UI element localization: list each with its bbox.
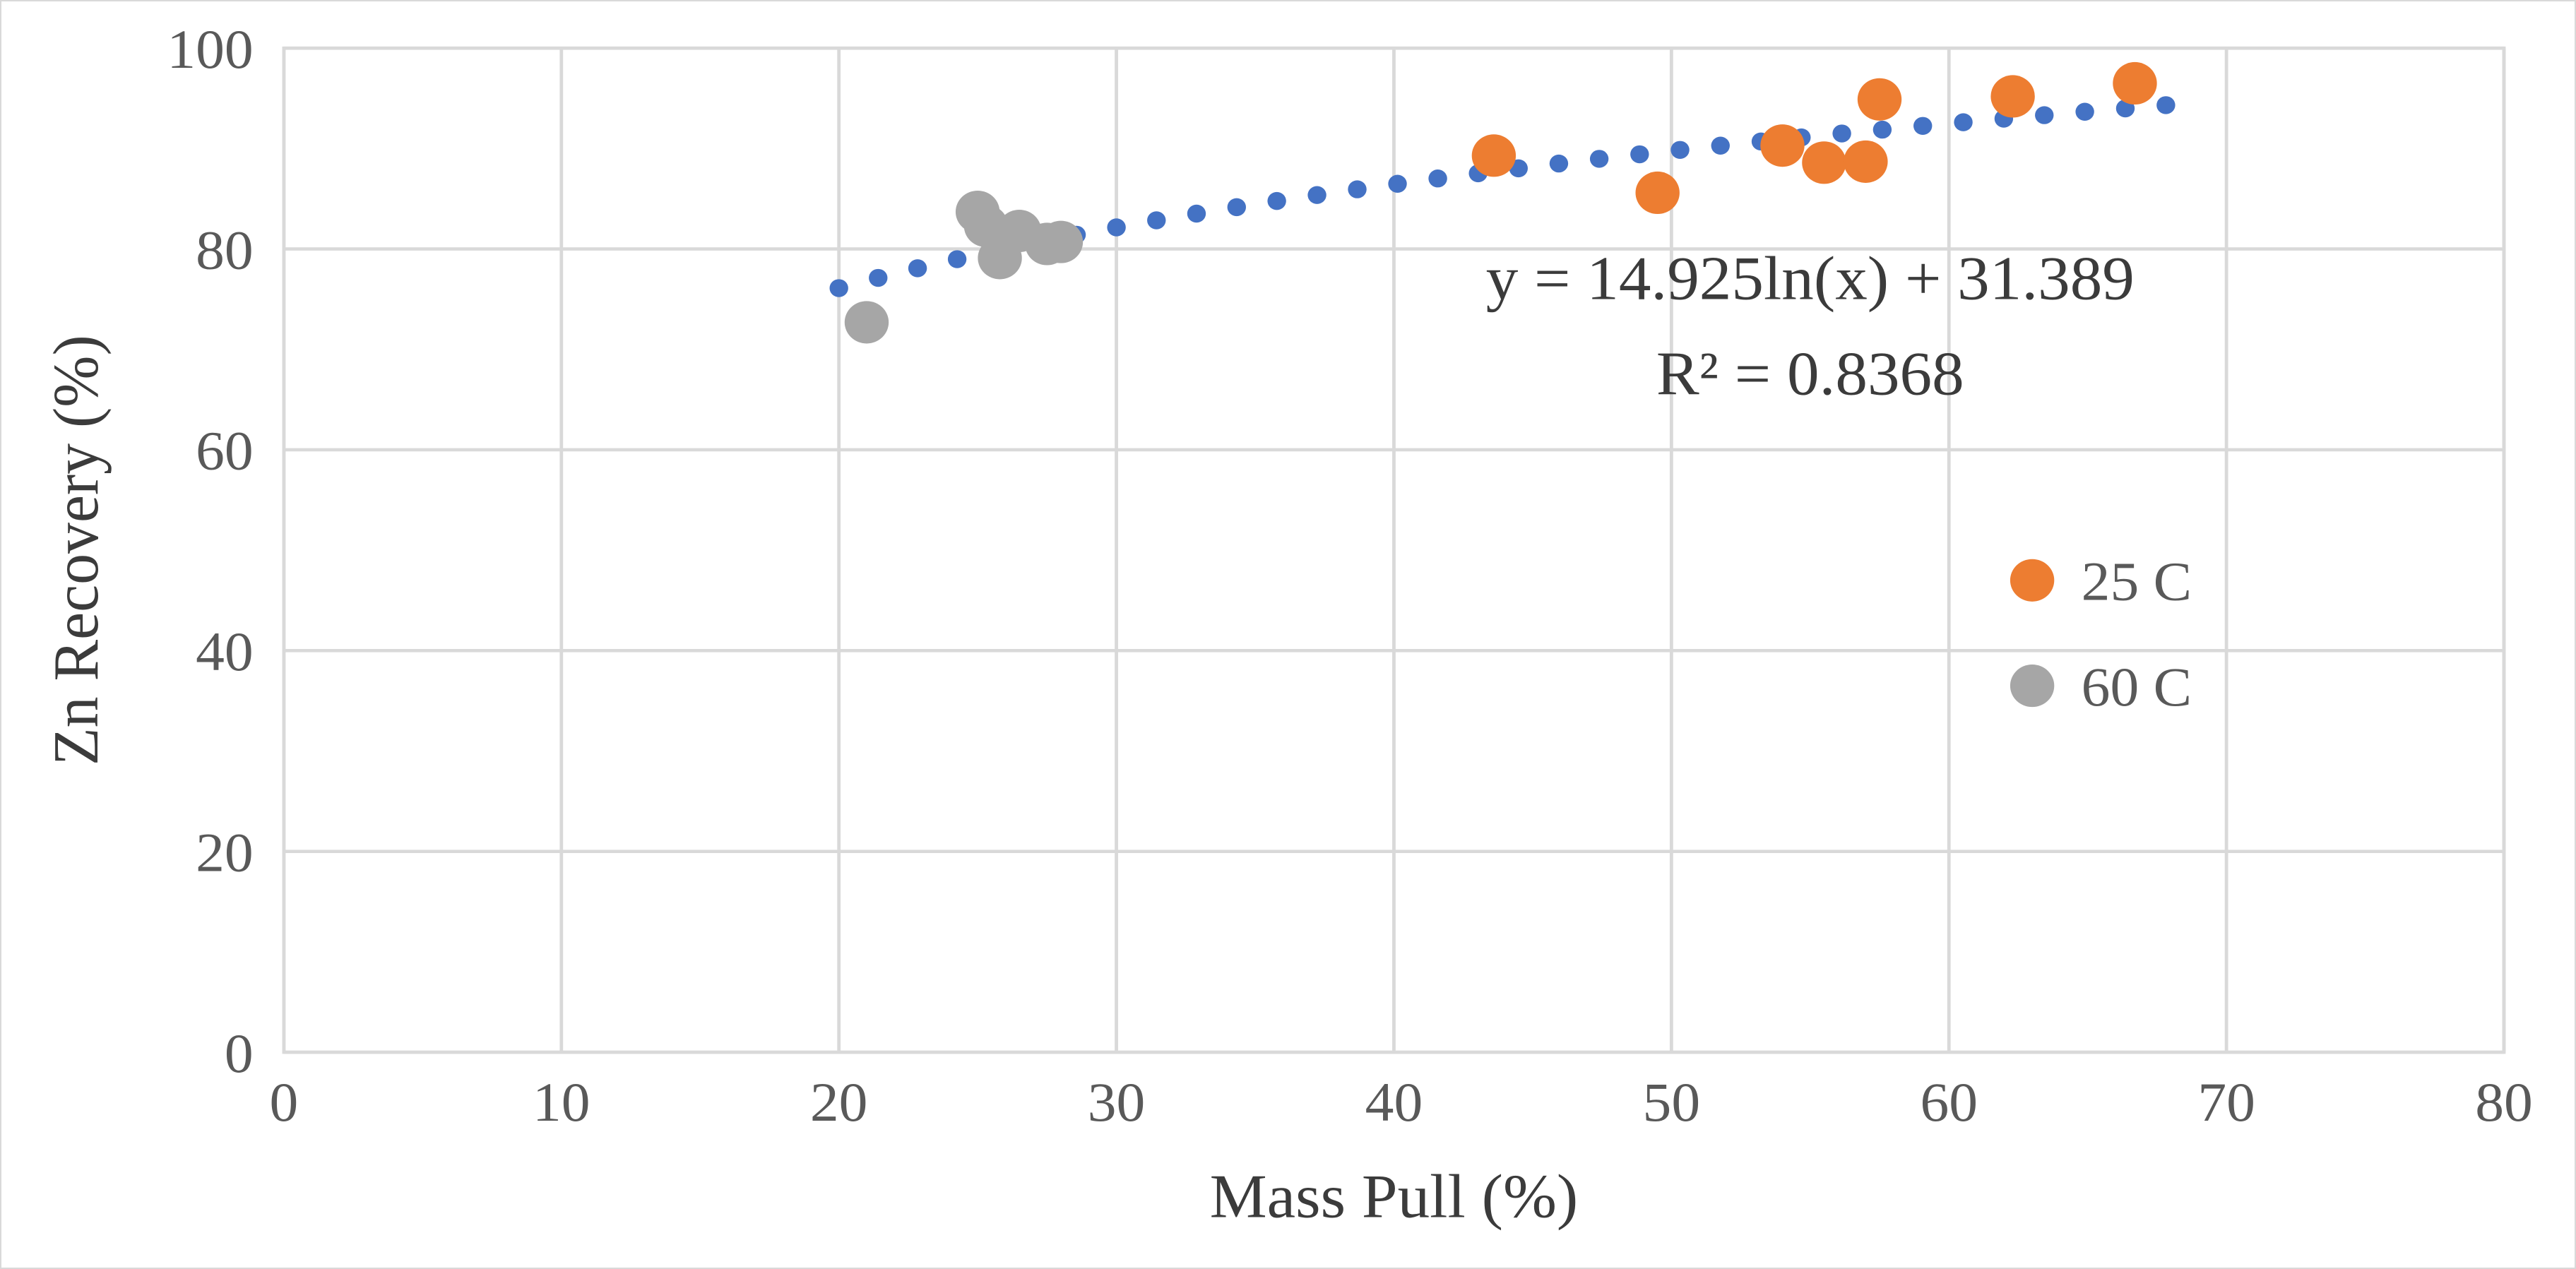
- trendline-dot: [1187, 205, 1206, 222]
- y-axis-title: Zn Recovery (%): [41, 335, 112, 765]
- trendline-dot: [1913, 117, 1932, 135]
- point-series-0: [1802, 141, 1846, 184]
- trendline-dot: [1550, 155, 1568, 172]
- point-series-0: [1844, 141, 1887, 183]
- trendline-dot: [1348, 180, 1366, 198]
- trendline-dot: [2035, 106, 2053, 124]
- legend-label: 25 C: [2082, 552, 2192, 612]
- scatter-chart: 0 10 20 30 40 50 60 70 80 0 20 40 60 80 100 Mass Pull (…: [13, 16, 2555, 1256]
- y-tick-label: 60: [196, 421, 254, 482]
- trendline-dot: [1307, 186, 1326, 203]
- trendline-dot: [1832, 124, 1851, 142]
- x-tick-label: 60: [1920, 1072, 1978, 1133]
- trendline-dot: [1107, 218, 1125, 236]
- y-tick-label: 80: [196, 220, 254, 281]
- x-tick-label: 0: [270, 1072, 299, 1133]
- legend-label: 60 C: [2082, 657, 2192, 717]
- x-tick-label: 80: [2475, 1072, 2533, 1133]
- point-series-0: [1472, 134, 1516, 177]
- x-tick-label: 10: [533, 1072, 590, 1133]
- x-tick-label: 50: [1643, 1072, 1701, 1133]
- point-series-0: [1636, 172, 1680, 214]
- y-tick-label: 0: [225, 1023, 254, 1084]
- trendline-dot: [869, 269, 887, 287]
- point-series-0: [1990, 75, 2034, 117]
- trendline-dot: [1267, 192, 1286, 210]
- y-tick-label: 100: [167, 19, 253, 80]
- trendline-dot: [948, 250, 966, 268]
- x-tick-label: 70: [2197, 1072, 2255, 1133]
- legend-marker: [2010, 665, 2054, 707]
- point-series-1: [845, 301, 889, 343]
- trendline-dot: [1388, 175, 1406, 193]
- trendline-equation: y = 14.925ln(x) + 31.389: [1486, 244, 2135, 313]
- x-tick-label: 40: [1365, 1072, 1423, 1133]
- trendline-dot: [1711, 137, 1730, 155]
- trendline-dot: [829, 279, 848, 297]
- trendline-dot: [1630, 145, 1649, 163]
- trendline-dot: [1590, 150, 1608, 167]
- point-series-0: [2113, 62, 2156, 105]
- trendline-r2: R² = 0.8368: [1656, 340, 1964, 408]
- trendline-dot: [1428, 169, 1447, 187]
- trendline-dot: [2075, 103, 2094, 121]
- point-series-0: [1858, 78, 1901, 121]
- trendline-dot: [1954, 113, 1972, 131]
- trendline-dot: [1147, 211, 1165, 229]
- chart-container: 0 10 20 30 40 50 60 70 80 0 20 40 60 80 100 Mass Pull (…: [0, 0, 2576, 1269]
- y-tick-label: 40: [196, 621, 254, 682]
- x-tick-label: 20: [810, 1072, 868, 1133]
- legend-marker: [2010, 559, 2054, 602]
- trendline-dot: [1228, 198, 1246, 216]
- point-series-1: [1039, 221, 1083, 263]
- trendline-dot: [908, 259, 927, 277]
- trendline-dot: [1873, 121, 1892, 138]
- x-tick-label: 30: [1088, 1072, 1146, 1133]
- trendline-dot: [2156, 96, 2175, 114]
- trendline-dot: [1670, 141, 1689, 159]
- point-series-0: [1760, 124, 1804, 167]
- y-tick-label: 20: [196, 823, 254, 883]
- x-axis-title: Mass Pull (%): [1210, 1162, 1579, 1231]
